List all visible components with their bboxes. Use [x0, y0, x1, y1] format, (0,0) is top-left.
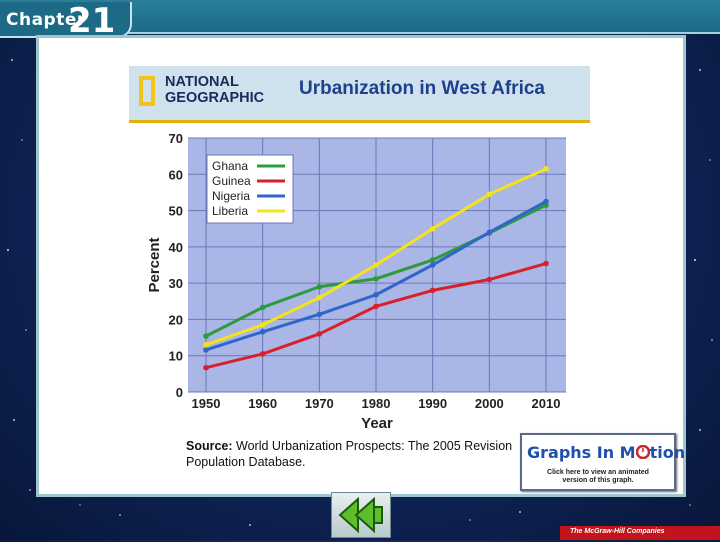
x-tick-label: 2010 — [532, 396, 561, 411]
x-axis-label: Year — [361, 415, 393, 432]
x-tick-label: 1990 — [418, 396, 447, 411]
gim-subtitle-line2: version of this graph. — [562, 477, 634, 484]
publisher-line2: GEOGRAPHIC — [165, 90, 265, 106]
data-point-nigeria — [203, 347, 209, 353]
source-text: World Urbanization Prospects: The 2005 R… — [236, 439, 513, 453]
data-point-nigeria — [486, 229, 493, 236]
chapter-number: 21 — [68, 1, 116, 41]
chapter-label: Chapter — [6, 10, 86, 30]
source-note: Source: World Urbanization Prospects: Th… — [186, 438, 512, 470]
gim-title-suffix: tion — [649, 443, 686, 462]
graphs-in-motion-subtitle: Click here to view an animated version o… — [522, 469, 674, 485]
legend-label: Liberia — [212, 204, 248, 218]
source-label: Source: — [186, 439, 233, 453]
y-tick-label: 40 — [169, 240, 183, 255]
national-geographic-logo-icon — [139, 76, 155, 106]
data-point-guinea — [316, 331, 323, 337]
y-tick-label: 10 — [169, 349, 183, 364]
y-tick-label: 50 — [169, 204, 183, 219]
double-left-arrow-icon — [338, 496, 383, 534]
publisher-line1: NATIONAL — [165, 74, 239, 90]
y-tick-label: 20 — [169, 312, 183, 327]
x-tick-label: 1970 — [305, 396, 334, 411]
footer-bar: The McGraw-Hill Companies — [560, 526, 720, 540]
data-point-liberia — [316, 294, 323, 301]
x-tick-label: 1980 — [362, 396, 391, 411]
x-tick-label: 1950 — [192, 396, 221, 411]
company-name: The McGraw-Hill Companies — [570, 528, 665, 535]
chart-title: Urbanization in West Africa — [299, 78, 545, 99]
data-point-liberia — [543, 166, 549, 172]
data-point-ghana — [316, 283, 323, 290]
data-point-nigeria — [543, 198, 549, 205]
data-point-liberia — [259, 322, 266, 328]
legend-label: Guinea — [212, 174, 251, 188]
chapter-tab: Chapter 21 — [0, 1, 132, 41]
data-point-guinea — [429, 287, 436, 294]
data-point-ghana — [259, 304, 266, 311]
clock-o-icon — [635, 444, 650, 460]
data-point-guinea — [259, 351, 266, 357]
y-tick-label: 0 — [176, 385, 183, 400]
x-tick-label: 2000 — [475, 396, 504, 411]
data-point-liberia — [486, 191, 493, 198]
y-tick-label: 60 — [169, 167, 183, 182]
legend-label: Ghana — [212, 159, 248, 173]
data-point-nigeria — [316, 311, 323, 318]
data-point-guinea — [543, 260, 549, 267]
chart-figure: NATIONAL GEOGRAPHIC Urbanization in West… — [129, 66, 590, 480]
y-tick-label: 30 — [169, 276, 183, 291]
data-point-guinea — [486, 276, 493, 283]
data-point-liberia — [203, 342, 209, 348]
source-text-line2: Population Database. — [186, 455, 306, 469]
data-point-nigeria — [373, 291, 379, 298]
data-point-ghana — [373, 275, 379, 282]
publisher-logo-text: NATIONAL GEOGRAPHIC — [165, 74, 264, 106]
data-point-guinea — [373, 303, 379, 310]
data-point-ghana — [429, 257, 436, 263]
figure-header: NATIONAL GEOGRAPHIC Urbanization in West… — [129, 66, 590, 123]
back-button[interactable] — [331, 492, 391, 538]
graphs-in-motion-title: Graphs In M tion — [527, 443, 685, 462]
data-point-ghana — [203, 333, 209, 339]
data-point-nigeria — [259, 328, 266, 335]
gim-title-prefix: Graphs In M — [527, 443, 636, 462]
data-point-liberia — [373, 262, 379, 268]
y-axis-label: Percent — [146, 237, 163, 292]
legend-label: Nigeria — [212, 189, 250, 203]
data-point-guinea — [203, 364, 209, 371]
graphs-in-motion-button[interactable]: Graphs In M tion Click here to view an an… — [520, 433, 685, 491]
data-point-nigeria — [429, 262, 436, 268]
line-chart: 0 10 20 30 40 50 60 70 1950 1960 1970 1980 1990 2000 2… — [146, 131, 566, 432]
y-tick-label: 70 — [169, 131, 183, 146]
data-point-liberia — [429, 225, 436, 232]
x-tick-label: 1960 — [248, 396, 277, 411]
gim-subtitle-line1: Click here to view an animated — [547, 469, 649, 476]
